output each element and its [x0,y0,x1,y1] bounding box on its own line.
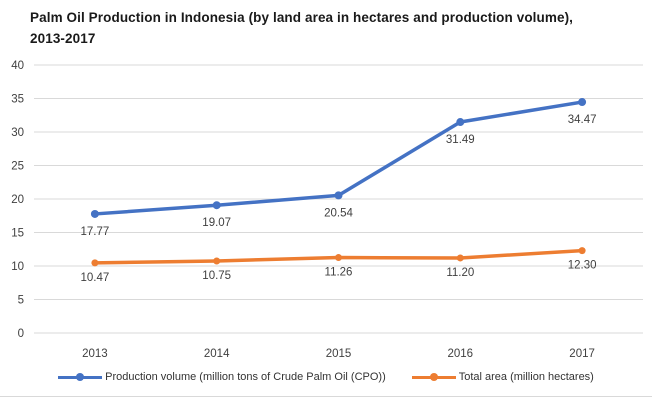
x-axis-tick-label: 2017 [569,348,595,360]
chart-title-line2: 2013-2017 [30,31,96,46]
data-point-marker [334,191,343,200]
data-point-label: 10.47 [81,272,110,284]
data-point-marker [456,254,464,262]
data-point-label: 10.75 [202,270,231,282]
y-axis-tick-label: 35 [11,94,24,106]
data-point-label: 34.47 [568,114,597,126]
data-point-marker [91,259,99,267]
data-point-label: 19.07 [202,217,231,229]
data-point-marker [578,247,586,255]
y-axis-tick-label: 0 [18,328,24,340]
bottom-divider [0,396,652,397]
x-axis-tick-label: 2016 [448,348,474,360]
legend-label-total-area: Total area (million hectares) [458,371,594,383]
data-point-marker [456,118,465,127]
y-axis-tick-label: 10 [11,261,24,273]
y-axis-tick-label: 30 [11,127,24,139]
chart-title-line1: Palm Oil Production in Indonesia (by lan… [30,10,574,25]
data-point-label: 11.26 [325,267,353,279]
data-point-label: 11.20 [446,267,474,279]
y-axis-tick-label: 25 [11,161,24,173]
data-point-label: 20.54 [324,207,353,219]
chart-title: Palm Oil Production in Indonesia (by lan… [30,7,630,49]
data-point-marker [90,209,99,218]
data-point-marker [578,98,587,107]
y-axis-tick-label: 5 [18,295,24,307]
y-axis-tick-label: 15 [11,228,24,240]
legend-marker-production-volume-icon [58,373,103,382]
y-axis-tick-label: 40 [11,60,24,72]
data-point-marker [213,257,221,265]
data-point-marker [212,201,221,210]
y-axis-tick-label: 20 [11,194,24,206]
data-point-label: 12.30 [568,260,597,272]
x-axis-tick-label: 2014 [204,348,230,360]
data-point-marker [335,254,342,262]
legend-item-total-area: Total area (million hectares) [411,371,594,383]
chart-legend: Production volume (million tons of Crude… [0,371,652,383]
legend-label-production-volume: Production volume (million tons of Crude… [105,371,386,383]
data-point-label: 17.77 [81,226,110,238]
x-axis-tick-label: 2013 [82,348,108,360]
data-point-label: 31.49 [446,134,475,146]
legend-marker-total-area-icon [411,373,456,382]
x-axis-tick-label: 2015 [326,348,352,360]
legend-item-production-volume: Production volume (million tons of Crude… [58,371,386,383]
